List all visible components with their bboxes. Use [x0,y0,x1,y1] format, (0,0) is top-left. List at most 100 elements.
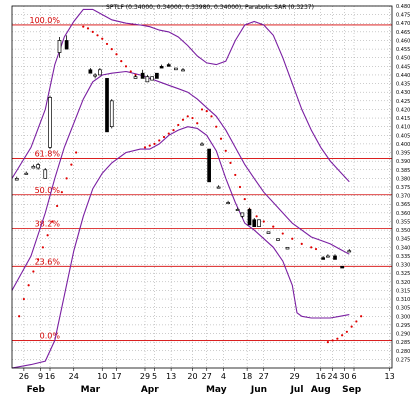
y-tick-label: 0.450 [396,56,410,62]
sar-dot [177,123,180,127]
sar-dot [229,161,232,164]
fib-level-label: 0.0% [40,331,61,340]
sar-dot [86,27,90,30]
candle [235,207,240,211]
candle [257,219,261,227]
y-tick-label: 0.280 [396,349,410,355]
x-tick-label: 18 [242,372,252,381]
sar-dot [210,115,213,118]
y-tick-label: 0.465 [396,30,410,36]
y-tick-label: 0.350 [396,228,410,234]
fib-level-label: 38.2% [35,219,61,228]
candle [200,142,204,146]
y-tick-label: 0.335 [396,254,410,260]
candle [88,68,93,74]
sar-dot [110,47,113,51]
candle [181,68,185,72]
y-tick-label: 0.300 [396,314,410,320]
candle-body [347,250,352,253]
band-lower [11,126,350,369]
y-tick-label: 0.315 [396,288,410,294]
y-tick-label: 0.455 [396,47,410,53]
sar-dot [355,320,358,323]
candle-body [257,219,261,227]
candle [216,185,221,189]
sar-dot [331,339,334,342]
month-label: Aug [311,385,331,395]
candlesticks [14,35,352,269]
candle-body [98,69,102,76]
month-label: Mar [81,385,101,395]
candle [31,164,36,169]
candle-body [200,143,204,146]
candle [166,62,171,67]
x-tick-label: 17 [111,372,121,381]
x-tick-label: 16 [45,372,55,381]
sar-dot [326,341,329,344]
candle [285,246,290,250]
candle-body [321,257,325,260]
sar-dot [196,122,199,125]
candle [150,76,154,81]
sar-dot [191,116,194,120]
month-label: Apr [141,385,159,395]
y-tick-label: 0.325 [396,271,410,277]
candle [333,254,337,260]
y-tick-label: 0.375 [396,185,410,191]
y-tick-label: 0.470 [396,21,410,27]
y-tick-label: 0.290 [396,332,410,338]
candle-body [240,212,245,217]
candle [326,254,330,258]
candle-body [145,76,150,83]
candle [226,200,230,205]
candle [133,74,138,79]
sar-dot [56,204,59,208]
axes: 0.480 0.475 0.470 0.465 0.460 0.455 0.450 0.445… [11,4,410,395]
candle-body [235,209,240,211]
candle [93,73,97,79]
y-tick-label: 0.445 [396,64,410,70]
candle [155,72,159,79]
sar-dot [281,232,284,235]
y-tick-label: 0.430 [396,90,410,96]
sar-dot [200,108,204,111]
candle [247,207,252,226]
candle [57,37,62,58]
y-tick-label: 0.285 [396,340,410,346]
sar-dot [158,139,161,142]
candle [43,168,48,179]
sar-dot [91,30,94,33]
sar-dot [205,110,208,113]
y-tick-label: 0.305 [396,306,410,312]
sar-dot [215,125,218,128]
sar-dot [60,191,63,194]
sar-dot [310,246,313,249]
x-tick-label: 6 [351,372,356,381]
envelope-bands [11,8,350,369]
sar-dot [238,185,242,189]
y-tick-label: 0.390 [396,159,410,165]
sar-dot [22,297,25,301]
sar-dot [360,315,363,318]
month-label: Jun [250,385,267,395]
candle-body [326,255,330,258]
sar-dot [186,115,189,118]
candle [140,69,145,79]
y-tick-label: 0.385 [396,168,410,174]
candle [340,265,344,269]
month-label: May [206,385,227,395]
sar-dot [18,315,21,318]
sar-dot [101,37,104,40]
candle [276,238,280,241]
sar-dot [105,42,109,46]
sar-dot [336,337,339,340]
candle-body [140,72,145,79]
sar-dot [65,177,68,180]
y-tick-label: 0.425 [396,99,410,105]
candle [321,255,325,260]
sar-dot [243,197,246,201]
sar-dot [75,151,78,154]
candle-body [333,255,337,260]
